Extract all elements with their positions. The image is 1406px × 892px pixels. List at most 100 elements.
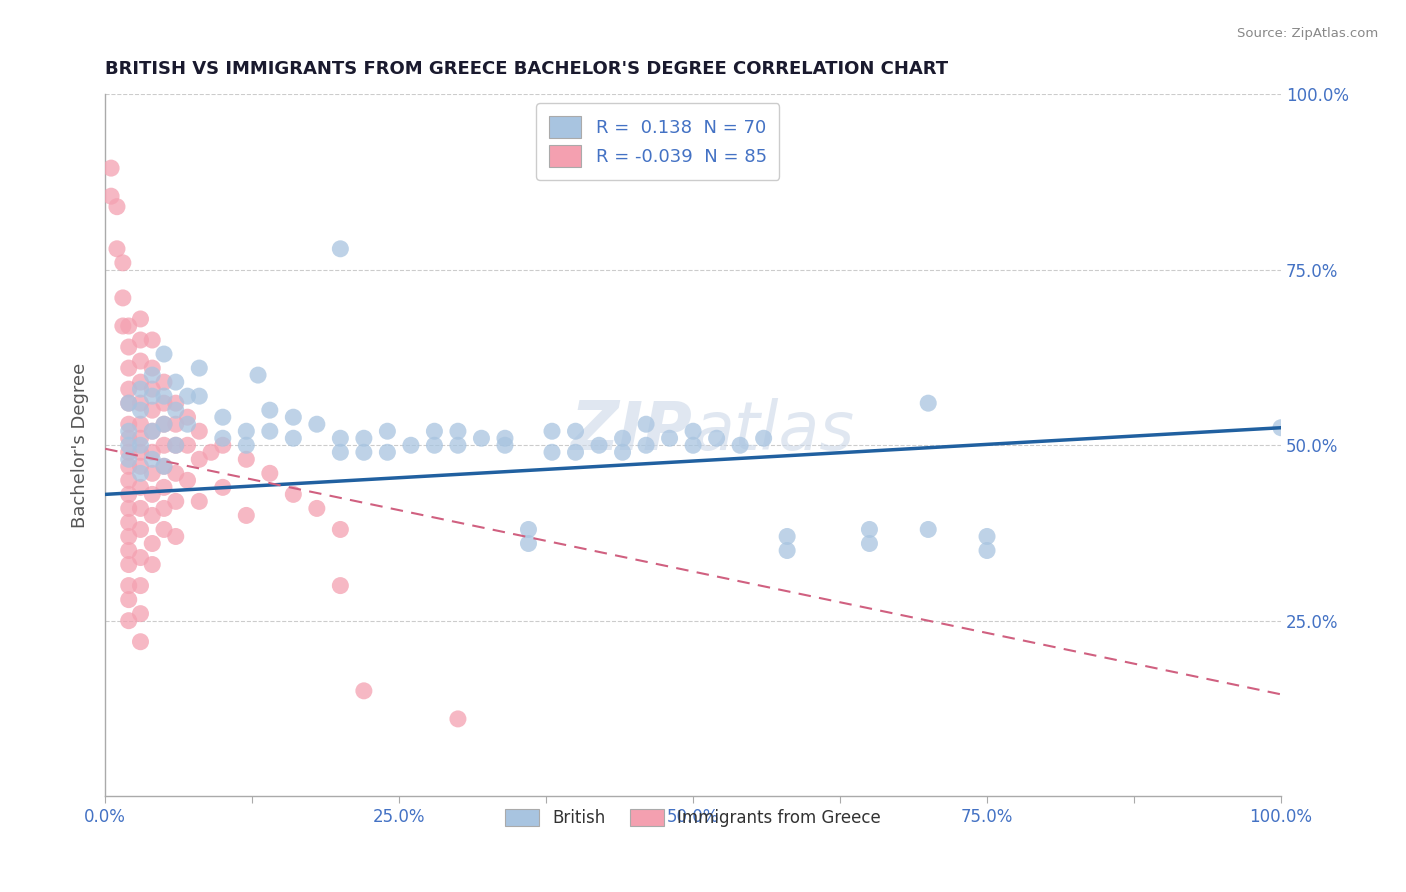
- Point: [118, 438, 141, 452]
- Point: [118, 459, 141, 474]
- Point: [329, 523, 352, 537]
- Point: [353, 683, 375, 698]
- Point: [153, 396, 176, 410]
- Point: [141, 361, 163, 376]
- Point: [235, 438, 257, 452]
- Point: [118, 578, 141, 592]
- Point: [188, 389, 211, 403]
- Point: [776, 529, 799, 543]
- Text: atlas: atlas: [693, 398, 855, 464]
- Point: [447, 438, 470, 452]
- Point: [283, 487, 305, 501]
- Point: [118, 445, 141, 459]
- Point: [118, 424, 141, 438]
- Point: [129, 578, 152, 592]
- Point: [118, 501, 141, 516]
- Point: [211, 480, 233, 494]
- Point: [111, 318, 134, 333]
- Point: [165, 529, 187, 543]
- Point: [129, 438, 152, 452]
- Point: [100, 189, 122, 203]
- Point: [118, 487, 141, 501]
- Point: [976, 529, 998, 543]
- Point: [329, 578, 352, 592]
- Point: [118, 396, 141, 410]
- Point: [153, 417, 176, 432]
- Point: [153, 501, 176, 516]
- Point: [118, 452, 141, 467]
- Point: [858, 523, 880, 537]
- Text: Source: ZipAtlas.com: Source: ZipAtlas.com: [1237, 27, 1378, 40]
- Point: [176, 417, 198, 432]
- Text: ZIP: ZIP: [571, 398, 693, 464]
- Point: [129, 354, 152, 368]
- Point: [129, 467, 152, 481]
- Text: BRITISH VS IMMIGRANTS FROM GREECE BACHELOR'S DEGREE CORRELATION CHART: BRITISH VS IMMIGRANTS FROM GREECE BACHEL…: [105, 60, 948, 78]
- Point: [118, 318, 141, 333]
- Point: [188, 361, 211, 376]
- Point: [176, 474, 198, 488]
- Point: [211, 431, 233, 445]
- Point: [541, 445, 564, 459]
- Point: [153, 438, 176, 452]
- Point: [165, 403, 187, 417]
- Point: [129, 396, 152, 410]
- Point: [541, 424, 564, 438]
- Point: [211, 438, 233, 452]
- Point: [129, 550, 152, 565]
- Point: [141, 452, 163, 467]
- Point: [564, 424, 586, 438]
- Point: [353, 445, 375, 459]
- Point: [118, 558, 141, 572]
- Point: [129, 501, 152, 516]
- Point: [118, 474, 141, 488]
- Point: [188, 424, 211, 438]
- Point: [141, 389, 163, 403]
- Point: [129, 312, 152, 326]
- Point: [118, 431, 141, 445]
- Point: [153, 523, 176, 537]
- Point: [235, 452, 257, 467]
- Point: [141, 508, 163, 523]
- Point: [176, 438, 198, 452]
- Point: [211, 410, 233, 425]
- Point: [111, 291, 134, 305]
- Point: [118, 382, 141, 396]
- Point: [129, 523, 152, 537]
- Point: [728, 438, 751, 452]
- Point: [118, 614, 141, 628]
- Point: [165, 494, 187, 508]
- Point: [259, 467, 281, 481]
- Point: [377, 445, 399, 459]
- Point: [329, 242, 352, 256]
- Point: [165, 467, 187, 481]
- Point: [153, 347, 176, 361]
- Legend: British, Immigrants from Greece: British, Immigrants from Greece: [499, 802, 887, 833]
- Point: [706, 431, 728, 445]
- Point: [100, 161, 122, 175]
- Point: [141, 536, 163, 550]
- Point: [305, 417, 328, 432]
- Point: [377, 424, 399, 438]
- Point: [682, 438, 704, 452]
- Point: [165, 438, 187, 452]
- Point: [153, 480, 176, 494]
- Point: [423, 424, 446, 438]
- Point: [235, 424, 257, 438]
- Point: [682, 424, 704, 438]
- Point: [153, 375, 176, 389]
- Point: [658, 431, 681, 445]
- Point: [129, 333, 152, 347]
- Point: [283, 410, 305, 425]
- Point: [141, 487, 163, 501]
- Point: [129, 403, 152, 417]
- Point: [118, 516, 141, 530]
- Point: [141, 558, 163, 572]
- Point: [447, 424, 470, 438]
- Point: [612, 431, 634, 445]
- Point: [247, 368, 270, 383]
- Point: [153, 459, 176, 474]
- Point: [118, 543, 141, 558]
- Point: [235, 508, 257, 523]
- Point: [917, 523, 939, 537]
